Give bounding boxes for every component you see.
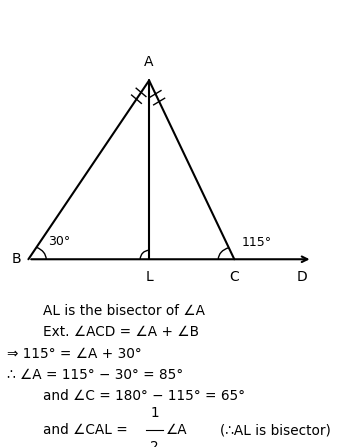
Text: D: D: [296, 270, 307, 284]
Text: L: L: [145, 270, 153, 284]
Text: ∠A: ∠A: [166, 423, 187, 437]
Text: Ext. ∠ACD = ∠A + ∠B: Ext. ∠ACD = ∠A + ∠B: [43, 325, 198, 339]
Text: 30°: 30°: [48, 235, 70, 248]
Text: and ∠CAL =: and ∠CAL =: [43, 423, 132, 437]
Text: 2: 2: [150, 440, 159, 447]
Text: ∴ ∠A = 115° − 30° = 85°: ∴ ∠A = 115° − 30° = 85°: [7, 368, 183, 382]
Text: C: C: [229, 270, 239, 284]
Text: 115°: 115°: [241, 236, 272, 249]
Text: A: A: [144, 55, 154, 69]
Text: AL is the bisector of ∠A: AL is the bisector of ∠A: [43, 304, 204, 318]
Text: ⇒ 115° = ∠A + 30°: ⇒ 115° = ∠A + 30°: [7, 346, 142, 361]
Text: 1: 1: [150, 406, 159, 420]
Text: B: B: [12, 252, 21, 266]
Text: (∴AL is bisector): (∴AL is bisector): [220, 423, 331, 437]
Text: and ∠C = 180° − 115° = 65°: and ∠C = 180° − 115° = 65°: [43, 389, 245, 404]
